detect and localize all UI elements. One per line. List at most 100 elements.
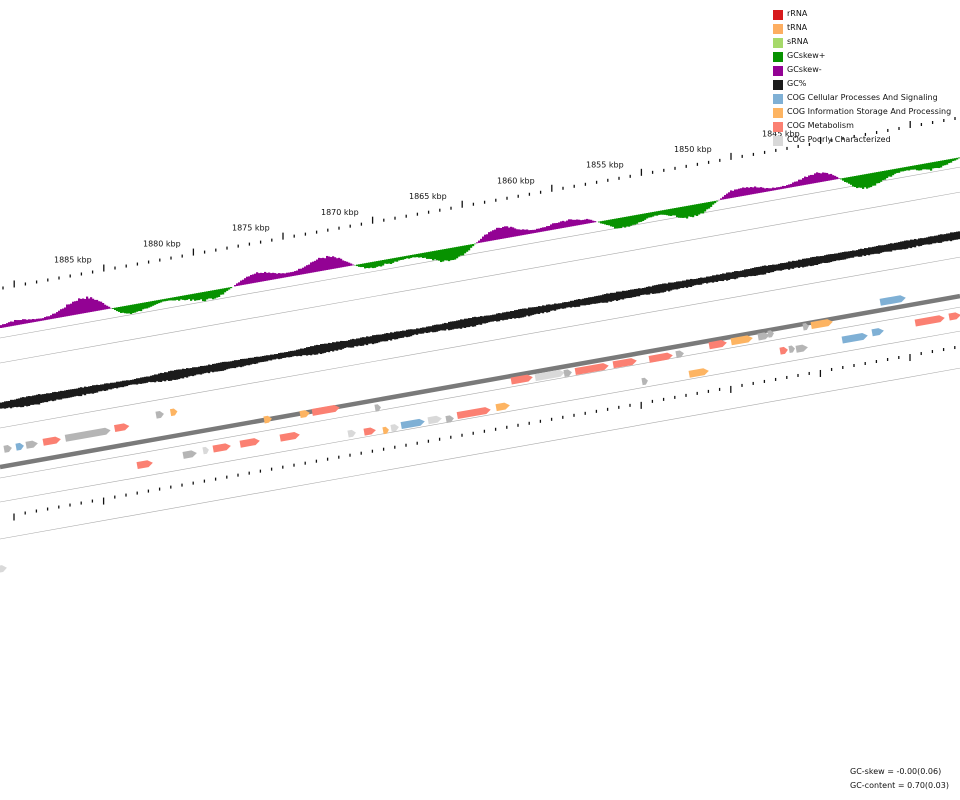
- gc-content-bar: [352, 338, 355, 348]
- gc-content-bar: [128, 380, 131, 386]
- gc-content-bar: [704, 277, 707, 283]
- gc-skew-plus-bar: [604, 220, 607, 225]
- gc-skew-plus-bar: [704, 202, 707, 212]
- gc-skew-minus-bar: [4, 324, 7, 328]
- gc-content-bar: [100, 384, 103, 392]
- gc-content-bar: [246, 358, 249, 366]
- gc-content-bar: [802, 258, 805, 268]
- legend-swatch: [773, 38, 783, 48]
- gc-content-bar: [146, 376, 149, 383]
- gc-skew-plus-bar: [692, 204, 695, 218]
- gc-content-bar: [288, 351, 291, 358]
- gc-skew-plus-bar: [390, 258, 393, 264]
- gc-skew-plus-bar: [634, 215, 637, 225]
- gc-skew-plus-bar: [688, 205, 691, 217]
- gc-content-bar: [866, 248, 869, 255]
- gc-skew-plus-bar: [714, 200, 717, 204]
- gc-content-bar: [188, 368, 191, 377]
- gc-skew-plus-bar: [856, 175, 859, 189]
- gc-content-bar: [596, 295, 599, 304]
- gc-skew-plus-bar: [900, 167, 903, 172]
- gc-skew-plus-bar: [702, 203, 705, 214]
- gc-skew-minus-bar: [588, 219, 591, 224]
- gc-content-bar: [326, 343, 329, 352]
- gc-content-bar: [438, 324, 441, 331]
- gc-content-bar: [906, 240, 909, 249]
- gc-skew-minus-bar: [500, 228, 503, 239]
- gc-skew-plus-bar: [864, 174, 867, 188]
- gc-skew-plus-bar: [446, 248, 449, 261]
- gene-arrow: [311, 404, 340, 416]
- gc-content-bar: [842, 252, 845, 260]
- gc-content-bar: [280, 352, 283, 359]
- gc-skew-minus-bar: [20, 320, 23, 325]
- gc-skew-plus-bar: [654, 211, 657, 216]
- gc-content-bar: [678, 281, 681, 289]
- gc-skew-minus-bar: [90, 297, 93, 312]
- gc-skew-minus-bar: [238, 282, 241, 286]
- gc-skew-minus-bar: [750, 187, 753, 195]
- gc-content-bar: [0, 402, 3, 409]
- gc-content-bar: [650, 286, 653, 294]
- gc-content-bar: [190, 368, 193, 376]
- gc-skew-minus-bar: [318, 257, 321, 272]
- gc-content-bar: [916, 239, 919, 246]
- gc-skew-plus-bar: [422, 252, 425, 258]
- gc-content-bar: [600, 295, 603, 303]
- gc-content-bar: [24, 397, 27, 406]
- gc-content-bar: [944, 234, 947, 242]
- gc-content-bar: [470, 318, 473, 327]
- gc-content-bar: [950, 232, 953, 242]
- gc-skew-plus-bar: [188, 294, 191, 300]
- gc-skew-plus-bar: [434, 250, 437, 260]
- gc-skew-plus-bar: [120, 306, 123, 313]
- gc-skew-plus-bar: [640, 214, 643, 222]
- gc-skew-minus-bar: [270, 273, 273, 280]
- gc-content-bar: [598, 295, 601, 304]
- gc-skew-minus-bar: [330, 257, 333, 270]
- gc-content-bar: [302, 348, 305, 356]
- legend-label: GC%: [787, 79, 807, 88]
- gc-content-bar: [42, 394, 45, 403]
- gc-content-bar: [758, 266, 761, 275]
- gc-content-bar: [694, 278, 697, 286]
- gc-skew-minus-bar: [240, 280, 243, 286]
- gc-skew-plus-bar: [628, 216, 631, 227]
- gc-content-bar: [260, 356, 263, 363]
- gc-skew-minus-bar: [340, 258, 343, 268]
- gc-content-bar: [454, 321, 457, 329]
- gc-content-bar: [580, 299, 583, 306]
- gc-content-bar: [588, 297, 591, 305]
- gc-content-bar: [700, 277, 703, 285]
- gc-skew-plus-bar: [206, 291, 209, 300]
- legend-label: COG Cellular Processes And Signaling: [787, 93, 938, 102]
- gc-skew-minus-bar: [98, 301, 101, 311]
- gc-content-bar: [416, 328, 419, 335]
- gc-content-bar: [434, 324, 437, 333]
- legend-swatch: [773, 94, 783, 104]
- gc-skew-plus-bar: [168, 298, 171, 301]
- gc-content-bar: [892, 243, 895, 251]
- gc-content-bar: [800, 259, 803, 267]
- gc-skew-minus-bar: [102, 303, 105, 310]
- gc-content-bar: [392, 332, 395, 340]
- gc-skew-plus-bar: [408, 255, 411, 259]
- gc-skew-plus-bar: [398, 257, 401, 261]
- gc-content-bar: [176, 369, 179, 380]
- gc-content-bar: [462, 319, 465, 328]
- gc-skew-plus-bar: [376, 261, 379, 267]
- gc-content-bar: [682, 280, 685, 289]
- gc-content-bar: [778, 263, 781, 271]
- gc-content-bar: [626, 290, 629, 299]
- gc-skew-minus-bar: [504, 226, 507, 239]
- gc-skew-minus-bar: [532, 229, 535, 234]
- gc-content-bar: [112, 382, 115, 389]
- gc-content-bar: [64, 390, 67, 399]
- gc-content-bar: [80, 387, 83, 397]
- gc-content-bar: [150, 375, 153, 383]
- scale-label: 1845 kbp: [762, 129, 800, 138]
- gc-skew-minus-bar: [552, 223, 555, 230]
- gc-content-bar: [412, 329, 415, 336]
- gene-arrow: [788, 345, 795, 353]
- gc-skew-plus-bar: [906, 166, 909, 171]
